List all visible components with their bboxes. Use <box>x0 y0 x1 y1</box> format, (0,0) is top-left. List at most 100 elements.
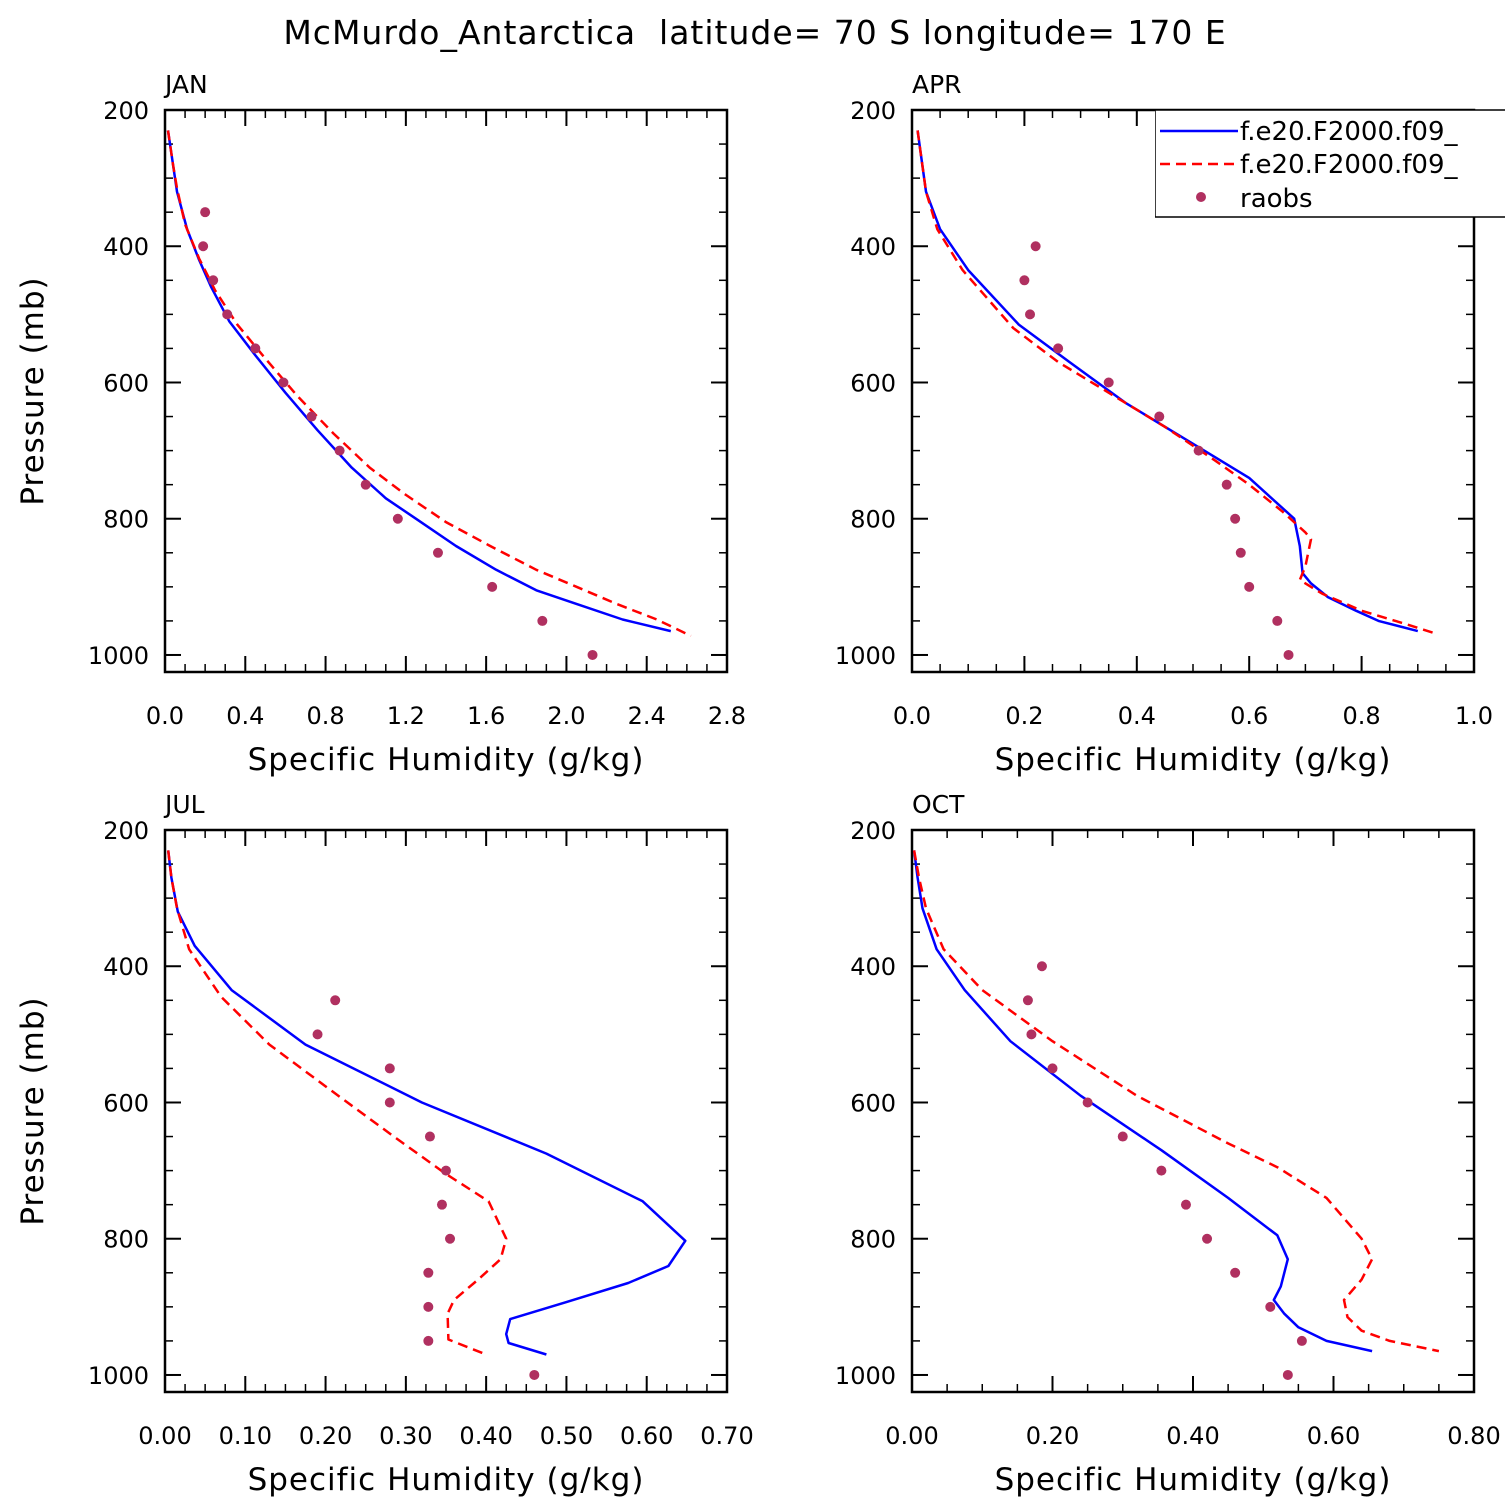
raobs-point <box>1230 513 1241 524</box>
x-tick-label: 0.00 <box>885 1422 938 1450</box>
raobs-point <box>1235 547 1246 558</box>
x-tick-label: 1.6 <box>467 702 505 730</box>
x-tick-label: 0.30 <box>379 1422 432 1450</box>
panel-jan: 0.0 0.4 0.8 1.2 1.6 2.0 2.4 2.8 200 400 600 800 1000… <box>15 70 746 778</box>
raobs-point <box>423 1335 434 1346</box>
y-tick-label: 600 <box>850 1089 896 1117</box>
x-tick-label: 0.40 <box>1166 1422 1219 1450</box>
y-tick-label: 1000 <box>88 1362 149 1390</box>
x-tick-label: 0.0 <box>893 702 931 730</box>
raobs-point <box>384 1063 395 1074</box>
y-tick-label: 200 <box>103 817 149 845</box>
model-line-dashed <box>166 130 692 638</box>
model-line-dashed <box>166 850 508 1356</box>
x-tick-label: 0.0 <box>146 702 184 730</box>
raobs-point <box>1026 1029 1037 1040</box>
raobs-point <box>1202 1233 1213 1244</box>
legend-marker-raobs <box>1196 192 1206 202</box>
raobs-point <box>208 275 219 286</box>
raobs-point <box>1019 275 1030 286</box>
legend: f.e20.F2000.f09_ f.e20.F2000.f09_ raobs <box>1155 109 1505 218</box>
x-tick-label: 0.4 <box>1118 702 1156 730</box>
x-tick-label: 0.20 <box>1026 1422 1079 1450</box>
y-tick-label: 800 <box>103 1226 149 1254</box>
raobs-point <box>1272 615 1283 626</box>
x-tick-label: 0.8 <box>1343 702 1381 730</box>
raobs-point <box>278 377 289 388</box>
raobs-point <box>360 479 371 490</box>
raobs-point <box>222 309 233 320</box>
model-line-solid <box>166 850 687 1356</box>
model-line-solid <box>916 130 1419 633</box>
x-tick-label: 1.0 <box>1455 702 1493 730</box>
raobs-point <box>1030 241 1041 252</box>
x-tick-label: 0.2 <box>1005 702 1043 730</box>
raobs-point <box>1221 479 1232 490</box>
x-tick-label: 0.70 <box>700 1422 753 1450</box>
x-tick-label: 0.4 <box>226 702 264 730</box>
raobs-point <box>423 1267 434 1278</box>
raobs-point <box>1036 961 1047 972</box>
x-tick-label: 0.6 <box>1230 702 1268 730</box>
raobs-point <box>1244 581 1255 592</box>
raobs-point <box>1156 1165 1167 1176</box>
x-tick-label: 0.80 <box>1447 1422 1500 1450</box>
x-tick-label: 0.60 <box>1307 1422 1360 1450</box>
raobs-point <box>1282 1369 1293 1380</box>
x-tick-label: 2.0 <box>547 702 585 730</box>
raobs-point <box>424 1131 435 1142</box>
y-tick-label: 1000 <box>88 642 149 670</box>
raobs-point <box>1265 1301 1276 1312</box>
y-tick-label: 400 <box>850 953 896 981</box>
x-tick-label: 0.60 <box>620 1422 673 1450</box>
panel-jul: 0.00 0.10 0.20 0.30 0.40 0.50 0.60 0.70 200 400 60… <box>15 790 754 1498</box>
y-tick-label: 400 <box>850 233 896 261</box>
raobs-point <box>1053 343 1064 354</box>
y-axis-title: Pressure (mb) <box>15 276 51 505</box>
raobs-point <box>384 1097 395 1108</box>
x-tick-label: 0.40 <box>459 1422 512 1450</box>
x-tick-label: 0.00 <box>138 1422 191 1450</box>
model-line-dashed <box>916 130 1436 635</box>
panel-label: JUL <box>163 790 205 819</box>
raobs-point <box>529 1369 540 1380</box>
raobs-point <box>537 615 548 626</box>
y-tick-label: 800 <box>850 506 896 534</box>
raobs-point <box>441 1165 451 1176</box>
y-tick-label: 1000 <box>835 1362 896 1390</box>
y-tick-label: 200 <box>850 97 896 125</box>
raobs-point <box>1047 1063 1058 1074</box>
x-axis-title: Specific Humidity (g/kg) <box>995 742 1392 778</box>
figure-title: McMurdo_Antarctica latitude= 70 S longit… <box>283 13 1226 52</box>
model-line-dashed <box>912 850 1440 1353</box>
raobs-point <box>334 445 345 456</box>
x-axis-title: Specific Humidity (g/kg) <box>248 742 645 778</box>
raobs-point <box>250 343 261 354</box>
raobs-point <box>1193 445 1204 456</box>
model-line-solid <box>166 130 672 633</box>
raobs-point <box>487 581 498 592</box>
y-tick-label: 200 <box>850 817 896 845</box>
x-tick-label: 0.20 <box>299 1422 352 1450</box>
raobs-point <box>198 241 209 252</box>
x-tick-label: 0.10 <box>219 1422 272 1450</box>
raobs-point <box>423 1301 434 1312</box>
raobs-point <box>1082 1097 1093 1108</box>
raobs-point <box>1022 995 1033 1006</box>
legend-label-dashed: f.e20.F2000.f09_ <box>1240 150 1458 180</box>
panels: 0.0 0.4 0.8 1.2 1.6 2.0 2.4 2.8 200 400 600 800 1000… <box>15 70 1501 1498</box>
y-tick-label: 400 <box>103 953 149 981</box>
raobs-point <box>1230 1267 1241 1278</box>
raobs-point <box>1180 1199 1191 1210</box>
raobs-point <box>392 513 403 524</box>
plot-frame <box>163 828 729 1394</box>
x-tick-label: 0.50 <box>540 1422 593 1450</box>
y-tick-label: 600 <box>850 369 896 397</box>
y-tick-label: 600 <box>103 369 149 397</box>
plot-frame <box>910 828 1476 1394</box>
y-tick-label: 800 <box>850 1226 896 1254</box>
raobs-point <box>1154 411 1165 422</box>
plot-frame <box>163 108 729 674</box>
raobs-point <box>1103 377 1114 388</box>
